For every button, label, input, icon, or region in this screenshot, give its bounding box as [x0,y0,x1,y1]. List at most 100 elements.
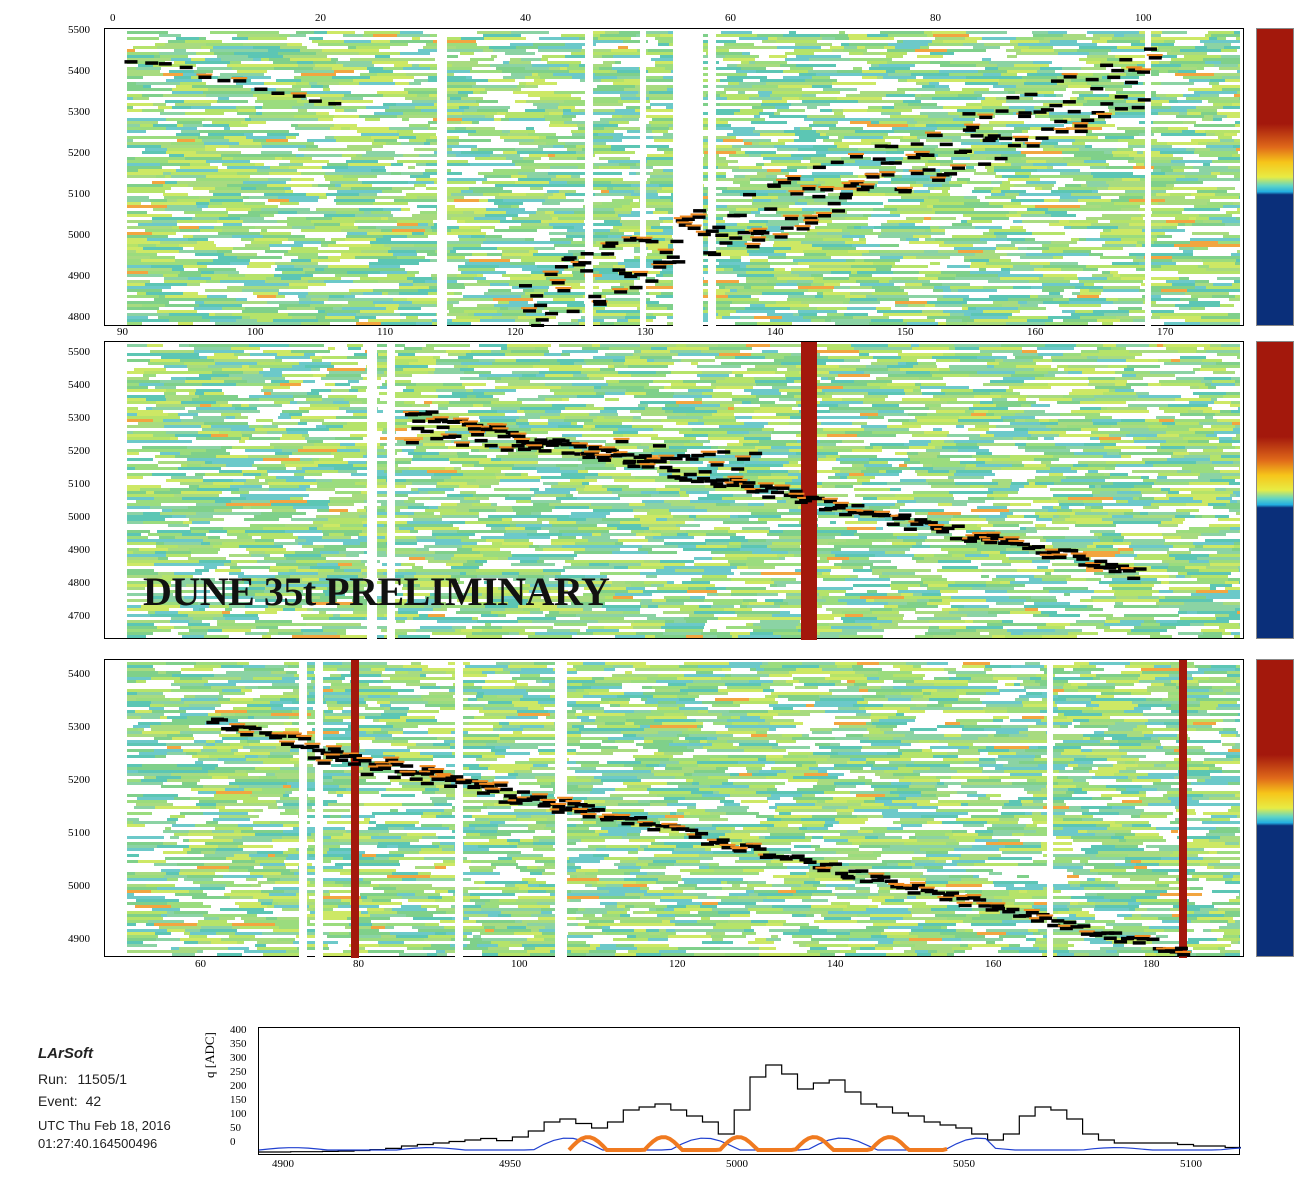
track-hit [273,734,287,738]
track-hit-halo [1061,73,1078,76]
track-hit [503,794,517,798]
track-hit [509,801,523,805]
track-hit [949,536,963,541]
track-hit [645,239,659,244]
track-hit [941,526,955,531]
track-hit-halo [601,813,618,816]
track-hit-halo [977,113,994,116]
track-hit [1041,555,1055,560]
track-hit [1078,563,1092,567]
y-tick: 5200 [68,774,90,786]
x-tick: 160 [985,958,1002,970]
track-hit [1080,932,1094,936]
track-hit [601,252,615,256]
track-hit [962,112,976,116]
track-hit [839,512,853,517]
track-hit [518,284,532,288]
track-hit [856,187,870,192]
track-hit [1062,100,1076,104]
track-hit [914,518,928,522]
track-hit [534,438,548,442]
track-hit [431,777,445,782]
track-hit [265,732,279,737]
gap-column [367,342,377,640]
track-hit [804,216,818,221]
track-hit-halo [419,770,436,773]
track-hit-halo [905,153,922,156]
track-hit [497,434,511,439]
track-hit [715,841,729,845]
track-hit [910,171,924,176]
track-hit [799,498,813,503]
wire-plane-1-hitmap [124,29,1240,327]
waveform-panel[interactable] [258,1027,1241,1155]
waveform-y-tick: 350 [230,1038,247,1050]
y-tick: 4800 [68,311,90,323]
track-hit [743,192,757,197]
track-hit [450,775,464,779]
track-hit [932,178,946,182]
track-hit-halo [323,753,340,756]
track-hit [848,869,862,874]
track-hit-halo [1126,66,1143,69]
track-hit [1054,119,1068,124]
track-hit [784,216,798,221]
track-hit [1063,75,1077,79]
track-hit [1131,105,1145,110]
track-hit [715,233,729,238]
track-hit-halo [874,510,891,513]
y-tick: 5000 [68,229,90,241]
track-hit [759,855,773,860]
waveform-y-tick: 100 [230,1108,247,1120]
waveform-x-tick: 5050 [953,1158,975,1170]
track-hit [1018,111,1032,115]
track-hit [538,449,552,453]
track-hit [625,817,639,821]
track-hit [615,439,629,444]
track-hit [842,876,856,880]
wire-plane-1-panel[interactable] [104,28,1244,327]
top-tick: 20 [315,12,326,24]
track-hit-halo [479,782,496,785]
track-hit [964,539,978,543]
track-hit-halo [402,410,419,413]
y-tick: 5400 [68,668,90,680]
track-hit-halo [1008,539,1025,542]
track-hit [1105,562,1119,567]
track-hit [679,478,693,482]
track-hit [982,138,996,143]
track-hit [421,772,435,776]
y-tick: 5100 [68,478,90,490]
track-hit [467,427,481,431]
waveform-x-tick: 5100 [1180,1158,1202,1170]
x-tick: 150 [897,326,914,338]
track-hit [762,495,776,499]
track-hit [1100,102,1114,106]
track-hit [598,458,612,462]
track-hit-halo [342,752,359,755]
track-hit-halo [636,236,653,239]
track-hit [638,454,652,458]
wire-plane-2-panel[interactable] [104,341,1244,640]
track-hit-halo [1146,54,1163,57]
y-tick: 5200 [68,445,90,457]
y-tick: 4700 [68,610,90,622]
event-time: 01:27:40.164500496 [38,1136,158,1151]
gap-column [387,342,395,640]
track-hit-halo [425,417,442,420]
track-hit [1072,554,1086,559]
track-hit [747,844,761,849]
wire-plane-3-panel[interactable] [104,659,1244,958]
track-hit [1053,555,1067,560]
track-hit-halo [490,423,507,426]
track-hit [653,260,667,265]
track-hit-halo [956,901,973,904]
track-hit [817,868,831,873]
waveform-y-tick: 200 [230,1080,247,1092]
track-hit [791,854,805,858]
track-hit [726,483,740,488]
top-tick: 100 [1135,12,1152,24]
track-hit [713,484,727,489]
track-hit [1074,124,1088,128]
track-hit [987,134,1001,138]
